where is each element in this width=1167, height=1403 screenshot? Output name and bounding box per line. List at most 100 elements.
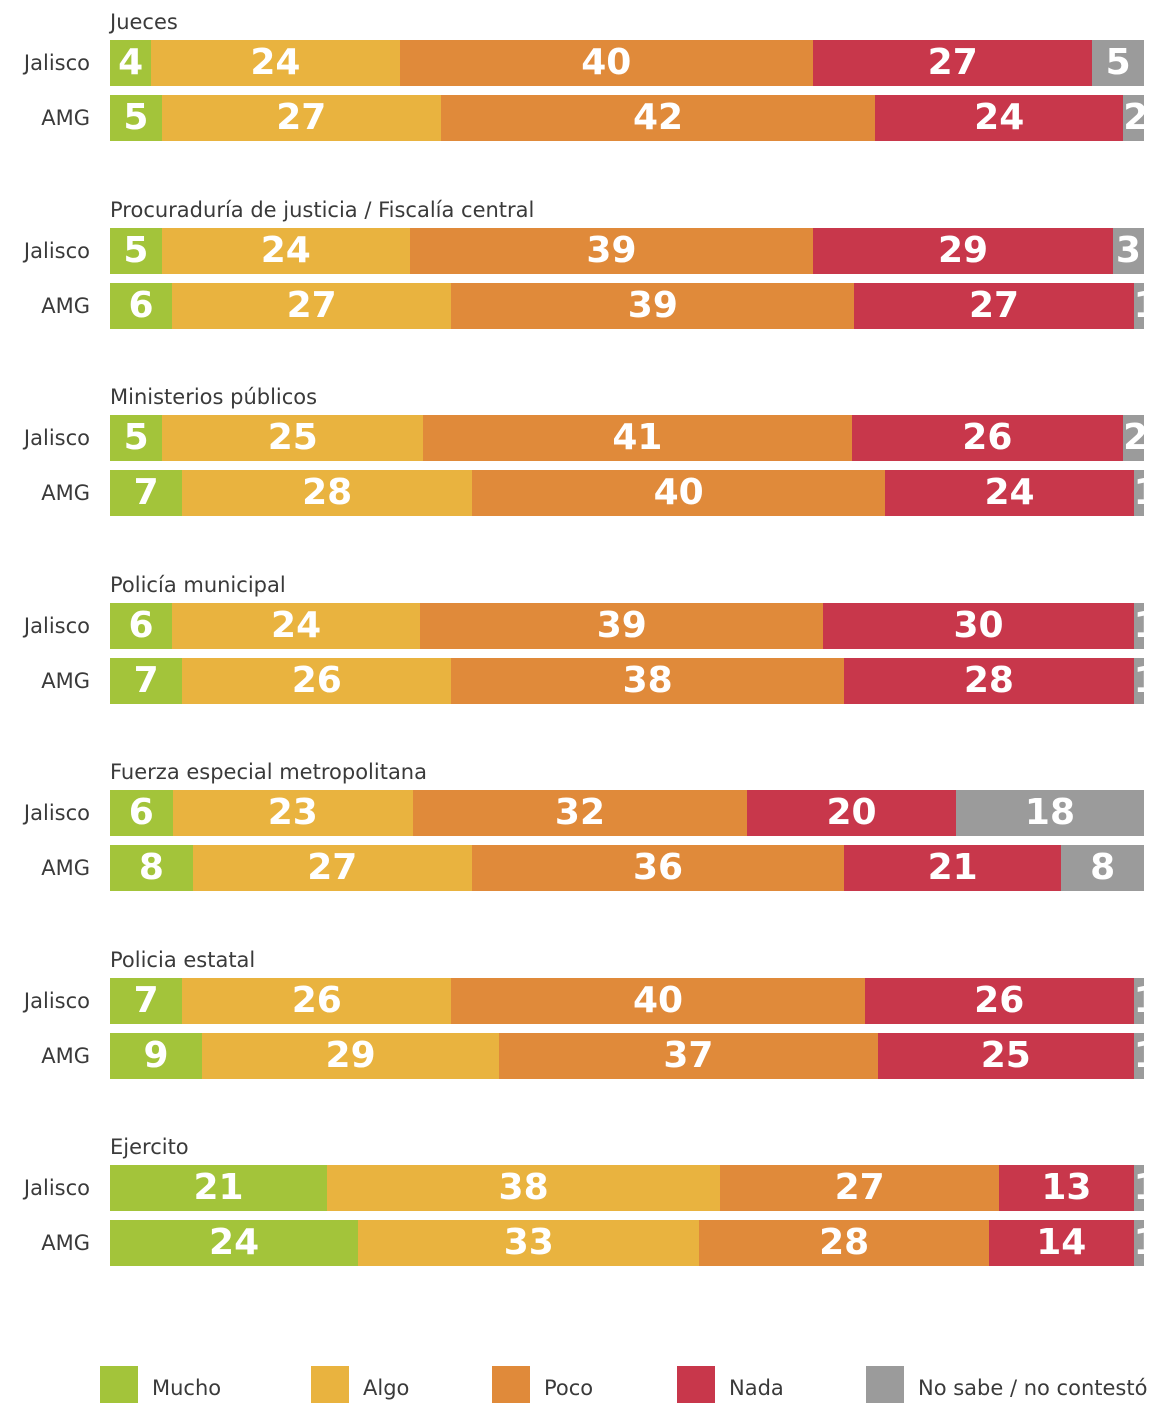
bar-segment: 39 <box>420 602 824 649</box>
bar-segment: 36 <box>471 845 845 891</box>
bar-segment: 24 <box>885 470 1134 516</box>
data-label: 5 <box>123 417 149 458</box>
data-label: 26 <box>974 979 1025 1021</box>
data-label: 29 <box>937 229 989 271</box>
group-title: Policia estatal <box>110 947 256 972</box>
row-label: AMG <box>41 856 90 880</box>
row-label: AMG <box>41 1043 90 1068</box>
bar-segment: 21 <box>110 1165 328 1211</box>
bar-segment: 24 <box>172 602 421 649</box>
data-label: 6 <box>128 284 154 326</box>
data-label: 1 <box>1133 284 1159 326</box>
bar-segment: 14 <box>988 1220 1134 1266</box>
bar-segment: 29 <box>202 1032 500 1079</box>
bar-segment: 28 <box>699 1220 989 1266</box>
data-label: 40 <box>653 472 704 513</box>
data-label: 4 <box>118 42 144 83</box>
stacked-bar: 24 33 28 14 1 <box>110 1220 1159 1266</box>
legend-swatch <box>492 1366 530 1403</box>
row-label: Jalisco <box>23 426 90 450</box>
bar-segment: 42 <box>440 95 876 141</box>
data-label: 1 <box>1133 604 1159 646</box>
row-label: Jalisco <box>23 1176 90 1200</box>
stacked-bar: 6 23 32 20 18 <box>110 790 1144 836</box>
bar-segment: 26 <box>864 977 1134 1024</box>
data-label: 25 <box>267 417 318 458</box>
data-label: 40 <box>581 42 632 83</box>
bar-segment: 30 <box>823 602 1134 649</box>
group-title: Ejercito <box>110 1135 189 1159</box>
data-label: 24 <box>271 604 322 646</box>
bar-segment: 27 <box>192 845 472 891</box>
data-label: 1 <box>1133 1167 1159 1208</box>
stacked-bar: 5 27 42 24 2 <box>110 95 1148 141</box>
bar-segment: 26 <box>182 657 452 704</box>
data-label: 24 <box>974 97 1025 138</box>
bar-segment: 3 <box>1112 227 1144 274</box>
legend-swatch <box>311 1366 349 1403</box>
bar-segment: 38 <box>451 657 845 704</box>
bar-segment: 1 <box>1133 602 1159 649</box>
bar-segment: 37 <box>499 1032 878 1079</box>
data-label: 28 <box>302 472 353 513</box>
bar-segment: 1 <box>1133 657 1159 704</box>
data-label: 24 <box>260 229 311 271</box>
data-label: 27 <box>286 284 337 326</box>
bar-segment: 33 <box>358 1220 700 1266</box>
bar-segment: 39 <box>451 282 855 329</box>
bar-segment: 26 <box>182 977 452 1024</box>
data-label: 37 <box>663 1034 714 1076</box>
bar-segment: 20 <box>747 790 956 836</box>
bar-segment: 7 <box>110 470 183 516</box>
group-title: Fuerza especial metropolitana <box>110 760 427 784</box>
stacked-bar: 9 29 37 25 1 <box>110 1032 1159 1079</box>
bar-segment: 18 <box>955 790 1144 836</box>
bar-segment: 8 <box>1061 845 1144 891</box>
data-label: 2 <box>1123 417 1149 458</box>
data-label: 21 <box>193 1167 244 1208</box>
bar-segment: 23 <box>172 790 413 836</box>
bar-segment: 24 <box>161 227 410 274</box>
data-label: 24 <box>209 1222 260 1263</box>
row-label: Jalisco <box>23 801 90 825</box>
data-label: 21 <box>927 847 978 888</box>
data-label: 38 <box>498 1167 549 1208</box>
data-label: 1 <box>1133 979 1159 1021</box>
bar-segment: 1 <box>1133 470 1159 516</box>
stacked-bar: 7 28 40 24 1 <box>110 470 1159 516</box>
bar-segment: 24 <box>151 40 400 86</box>
stacked-bar: 6 24 39 30 1 <box>110 602 1159 649</box>
bar-segment: 5 <box>110 227 162 274</box>
legend-label: Nada <box>729 1376 784 1400</box>
data-label: 3 <box>1115 229 1141 271</box>
bar-segment: 25 <box>162 415 424 461</box>
data-label: 27 <box>276 97 327 138</box>
data-label: 6 <box>128 792 154 833</box>
bar-segment: 1 <box>1133 1220 1159 1266</box>
data-label: 5 <box>123 97 149 138</box>
data-label: 8 <box>1090 847 1116 888</box>
data-label: 42 <box>632 97 684 138</box>
data-label: 9 <box>143 1034 169 1076</box>
bar-segment: 28 <box>844 657 1134 704</box>
legend-swatch <box>866 1366 904 1403</box>
bar-segment: 1 <box>1133 282 1159 329</box>
row-label: AMG <box>41 293 90 318</box>
bar-segment: 7 <box>110 657 183 704</box>
bar-segment: 4 <box>110 40 152 86</box>
data-label: 7 <box>133 659 159 701</box>
data-label: 41 <box>612 417 663 458</box>
bar-segment: 8 <box>110 845 193 891</box>
legend-swatch <box>100 1366 138 1403</box>
bar-segment: 32 <box>412 790 748 836</box>
data-label: 39 <box>596 604 647 646</box>
row-label: AMG <box>41 481 90 505</box>
bar-segment: 5 <box>110 415 163 461</box>
bar-segment: 40 <box>451 977 865 1024</box>
bar-segment: 6 <box>110 602 173 649</box>
bar-segment: 40 <box>399 40 814 86</box>
bar-segment: 27 <box>813 40 1093 86</box>
bar-segment: 41 <box>423 415 852 461</box>
bar-segment: 26 <box>851 415 1124 461</box>
data-label: 39 <box>627 284 678 326</box>
